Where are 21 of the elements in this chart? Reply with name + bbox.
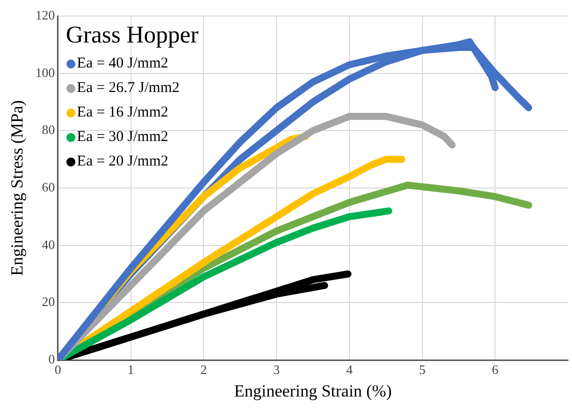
y-tick-label: 20 bbox=[42, 294, 55, 310]
x-tick-label: 5 bbox=[419, 362, 426, 378]
y-tick-label: 0 bbox=[48, 351, 55, 366]
y-tick-label: 120 bbox=[35, 7, 55, 22]
legend-title: Grass Hopper bbox=[66, 22, 199, 48]
y-tick-label: 80 bbox=[42, 122, 55, 138]
x-tick-label: 6 bbox=[492, 362, 499, 378]
x-tick-label: 1 bbox=[128, 362, 134, 378]
x-tick-label: 4 bbox=[346, 362, 354, 378]
legend-label: Ea = 30 J/mm2 bbox=[76, 128, 168, 145]
y-axis-title: Engineering Stress (MPa) bbox=[8, 100, 27, 276]
x-tick-label: 3 bbox=[273, 362, 280, 378]
legend-label: Ea = 40 J/mm2 bbox=[76, 55, 168, 72]
y-tick-label: 100 bbox=[35, 64, 55, 80]
legend-label: Ea = 16 J/mm2 bbox=[76, 104, 168, 120]
legend-label: Ea = 20 J/mm2 bbox=[76, 153, 168, 170]
y-tick-label: 40 bbox=[42, 236, 55, 252]
legend-label: Ea = 26.7 J/mm2 bbox=[76, 80, 180, 96]
x-tick-label: 2 bbox=[200, 362, 207, 378]
x-axis-title: Engineering Strain (%) bbox=[234, 381, 392, 400]
y-tick-label: 60 bbox=[42, 179, 55, 194]
